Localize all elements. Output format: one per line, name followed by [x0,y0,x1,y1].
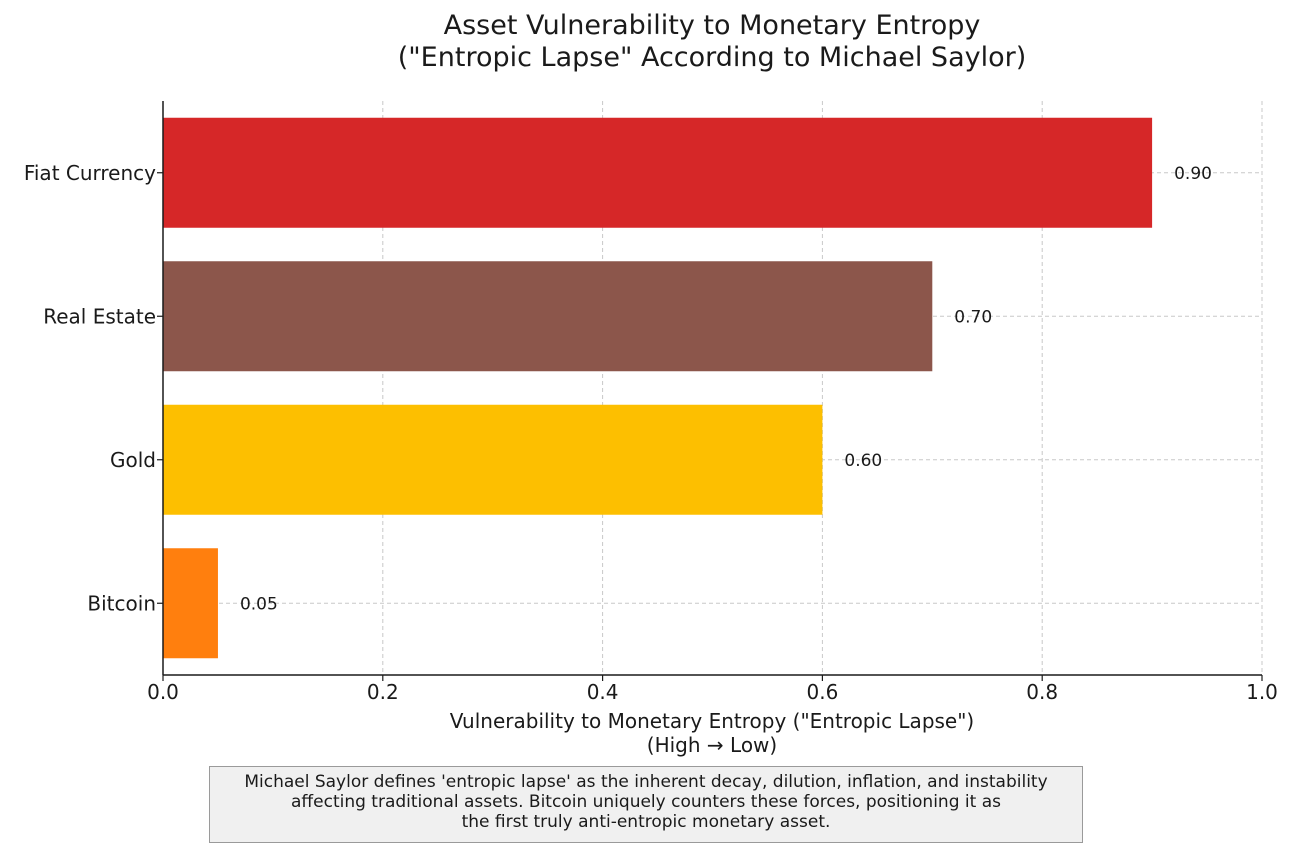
x-tick-label: 0.4 [587,680,619,704]
annotation-line-3: the first truly anti-entropic monetary a… [461,812,831,832]
data-label: 0.05 [240,594,278,614]
y-tick-label: Bitcoin [87,591,156,615]
annotation-box: Michael Saylor defines 'entropic lapse' … [209,766,1083,843]
axes [157,101,1263,681]
annotation-line-1: Michael Saylor defines 'entropic lapse' … [244,772,1048,792]
chart-title-line-2: ("Entropic Lapse" According to Michael S… [398,42,1027,73]
x-axis-label-line-1: Vulnerability to Monetary Entropy ("Entr… [450,709,975,733]
y-tick-label: Fiat Currency [24,161,156,185]
bar [163,261,933,372]
x-axis-label-line-2: (High → Low) [647,733,777,757]
data-label: 0.60 [844,451,882,471]
data-label: 0.70 [954,307,992,327]
y-tick-label: Real Estate [43,304,156,328]
x-tick-label: 0.6 [806,680,838,704]
x-tick-label: 1.0 [1246,680,1278,704]
bar [163,404,823,515]
bar [163,548,218,659]
y-tick-label: Gold [110,448,156,472]
bar-chart: Asset Vulnerability to Monetary Entropy … [24,10,1278,757]
chart-title-line-1: Asset Vulnerability to Monetary Entropy [444,10,981,41]
data-label: 0.90 [1174,164,1212,184]
bars [163,117,1153,659]
annotation-line-2: affecting traditional assets. Bitcoin un… [291,792,1001,812]
x-tick-label: 0.0 [147,680,179,704]
x-tick-label: 0.2 [367,680,399,704]
bar [163,117,1153,228]
x-tick-label: 0.8 [1026,680,1058,704]
